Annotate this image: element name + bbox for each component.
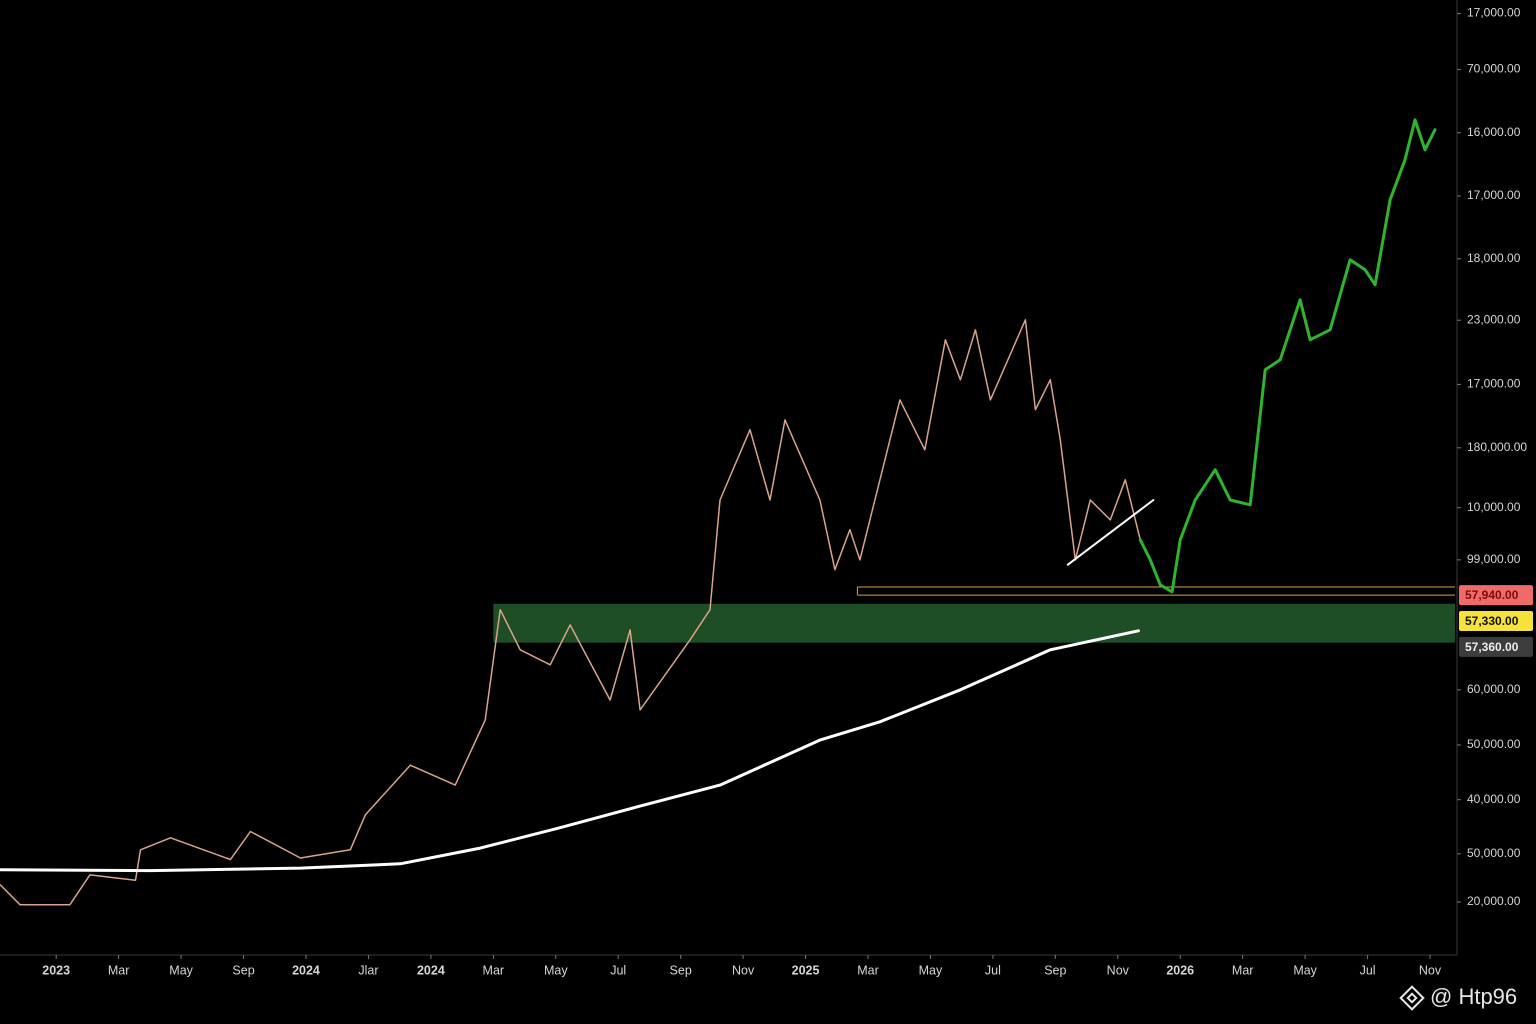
y-tick-label: 23,000.00 xyxy=(1467,312,1521,326)
y-tick-label: 180,000.00 xyxy=(1467,440,1527,454)
x-tick-label: Sep xyxy=(670,963,692,977)
price-line xyxy=(1066,499,1155,566)
y-tick-label: 18,000.00 xyxy=(1467,251,1521,265)
x-tick-label: Mar xyxy=(1232,963,1254,977)
y-tick-label: 50,000.00 xyxy=(1467,846,1521,860)
x-tick-label: Jlar xyxy=(358,963,378,977)
price-tag xyxy=(1459,610,1533,631)
x-tick-label: May xyxy=(919,963,943,977)
x-tick-label: Sep xyxy=(232,963,254,977)
price-line xyxy=(1138,118,1437,594)
watermark: @ Htp96 xyxy=(1399,984,1517,1011)
y-tick-label: 20,000.00 xyxy=(1467,894,1521,908)
x-tick-label: Mar xyxy=(483,963,505,977)
x-tick-label: May xyxy=(544,963,568,977)
y-tick-label: 17,000.00 xyxy=(1467,377,1521,391)
x-tick-label: May xyxy=(169,963,193,977)
y-tick-label: 17,000.00 xyxy=(1467,6,1521,20)
x-tick-label: Sep xyxy=(1044,963,1066,977)
x-tick-label: 2025 xyxy=(792,963,820,977)
x-tick-label: Nov xyxy=(1107,963,1130,977)
x-tick-label: Mar xyxy=(857,963,879,977)
price-line xyxy=(0,629,1140,873)
price-tag-label: 57,940.00 xyxy=(1465,588,1519,602)
x-tick-label: 2024 xyxy=(417,963,445,977)
support-zone xyxy=(493,603,1455,643)
x-tick-label: Jul xyxy=(985,963,1001,977)
y-tick-label: 99,000.00 xyxy=(1467,552,1521,566)
y-tick-label: 10,000.00 xyxy=(1467,500,1521,514)
watermark-text: @ Htp96 xyxy=(1430,984,1517,1009)
y-tick-label: 16,000.00 xyxy=(1467,125,1521,139)
y-tick-label: 40,000.00 xyxy=(1467,792,1521,806)
y-tick-label: 50,000.00 xyxy=(1467,737,1521,751)
price-tag xyxy=(1459,585,1533,606)
x-tick-label: Nov xyxy=(732,963,755,977)
y-tick-label: 60,000.00 xyxy=(1467,682,1521,696)
y-tick-label: 70,000.00 xyxy=(1467,62,1521,76)
price-tag xyxy=(1459,636,1533,657)
x-tick-label: Jul xyxy=(1360,963,1376,977)
x-tick-label: 2024 xyxy=(292,963,320,977)
x-tick-label: Jul xyxy=(610,963,626,977)
x-tick-label: May xyxy=(1293,963,1317,977)
price-tag-label: 57,330.00 xyxy=(1465,614,1519,628)
x-tick-label: Nov xyxy=(1419,963,1442,977)
x-tick-label: Mar xyxy=(108,963,130,977)
watermark-icon xyxy=(1399,985,1425,1011)
price-line xyxy=(0,319,1142,906)
x-tick-label: 2023 xyxy=(42,963,70,977)
y-tick-label: 17,000.00 xyxy=(1467,188,1521,202)
plot-area xyxy=(0,118,1455,906)
x-tick-label: 2026 xyxy=(1166,963,1194,977)
price-tag-label: 57,360.00 xyxy=(1465,640,1519,654)
